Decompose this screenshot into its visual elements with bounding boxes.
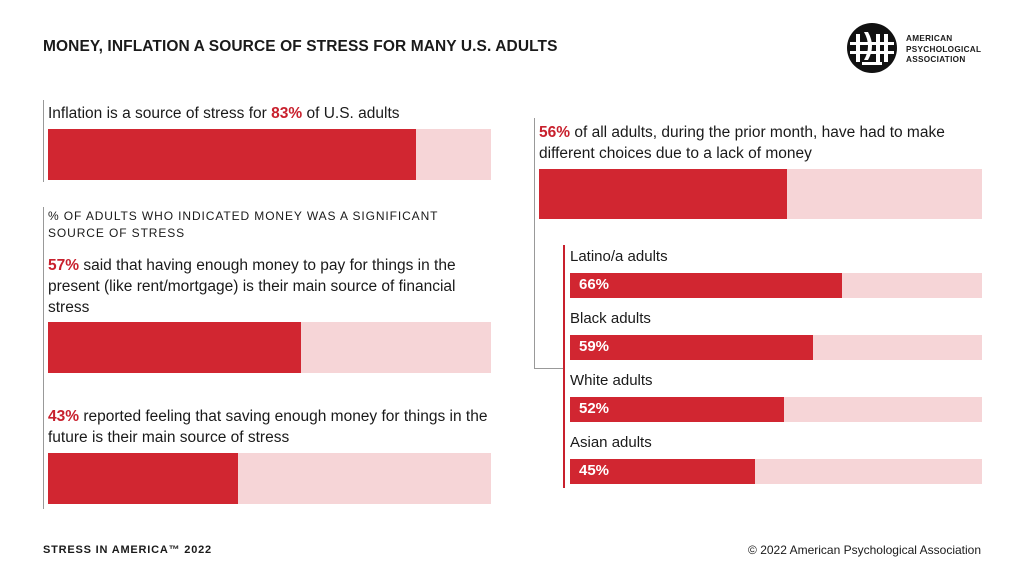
inflation-prefix: Inflation is a source of stress for (48, 105, 272, 122)
inflation-bar (48, 129, 416, 180)
inflation-bar-track (48, 129, 491, 180)
apa-logo-icon (847, 23, 897, 73)
apa-logo: AMERICAN PSYCHOLOGICAL ASSOCIATION (846, 22, 996, 74)
group-value-latino: 66% (579, 276, 610, 293)
group-label-black: Black adults (570, 310, 651, 327)
present-bar (48, 322, 301, 373)
subhead-line-1: % OF ADULTS WHO INDICATED MONEY WAS A SI… (48, 209, 439, 223)
footer-copyright: © 2022 American Psychological Associatio… (748, 543, 981, 557)
money-stress-divider (43, 207, 44, 509)
group-bar-track-black: 59% (570, 335, 982, 360)
choices-bar (539, 169, 788, 219)
group-bar-track-latino: 66% (570, 273, 982, 298)
group-label-asian: Asian adults (570, 434, 652, 451)
present-text: said that having enough money to pay for… (48, 257, 456, 316)
choices-divider (534, 118, 535, 369)
choices-stat: 56% of all adults, during the prior mont… (539, 122, 984, 164)
group-bar-track-white: 52% (570, 397, 982, 422)
group-label-latino: Latino/a adults (570, 248, 668, 265)
page-title: MONEY, INFLATION A SOURCE OF STRESS FOR … (43, 38, 558, 55)
logo-line-3: ASSOCIATION (906, 55, 966, 64)
groups-accent-line (563, 245, 565, 488)
inflation-stat: Inflation is a source of stress for 83% … (48, 103, 498, 124)
inflation-suffix: of U.S. adults (302, 105, 400, 122)
money-stress-subhead: % OF ADULTS WHO INDICATED MONEY WAS A SI… (48, 208, 438, 242)
choices-connector (534, 368, 564, 369)
choices-text: of all adults, during the prior month, h… (539, 124, 945, 162)
group-bar-asian (570, 459, 756, 484)
group-value-black: 59% (579, 338, 610, 355)
choices-pct: 56% (539, 124, 571, 141)
apa-logo-text: AMERICAN PSYCHOLOGICAL ASSOCIATION (906, 34, 981, 66)
group-bar-black (570, 335, 814, 360)
footer-series-name: STRESS IN AMERICA™ 2022 (43, 544, 212, 556)
present-bar-track (48, 322, 491, 373)
logo-line-1: AMERICAN (906, 34, 953, 43)
group-bar-white (570, 397, 785, 422)
inflation-pct: 83% (271, 105, 303, 122)
future-stress-stat: 43% reported feeling that saving enough … (48, 406, 498, 448)
group-bar-latino (570, 273, 842, 298)
future-text: reported feeling that saving enough mone… (48, 408, 488, 446)
subhead-line-2: SOURCE OF STRESS (48, 226, 186, 240)
group-value-white: 52% (579, 400, 610, 417)
present-stress-stat: 57% said that having enough money to pay… (48, 255, 498, 318)
future-bar-track (48, 453, 491, 504)
group-label-white: White adults (570, 372, 653, 389)
group-bar-track-asian: 45% (570, 459, 982, 484)
group-value-asian: 45% (579, 462, 610, 479)
logo-line-2: PSYCHOLOGICAL (906, 44, 982, 54)
future-bar (48, 453, 239, 504)
present-pct: 57% (48, 257, 80, 274)
future-pct: 43% (48, 408, 80, 425)
inflation-divider (43, 100, 44, 182)
choices-bar-track (539, 169, 982, 219)
